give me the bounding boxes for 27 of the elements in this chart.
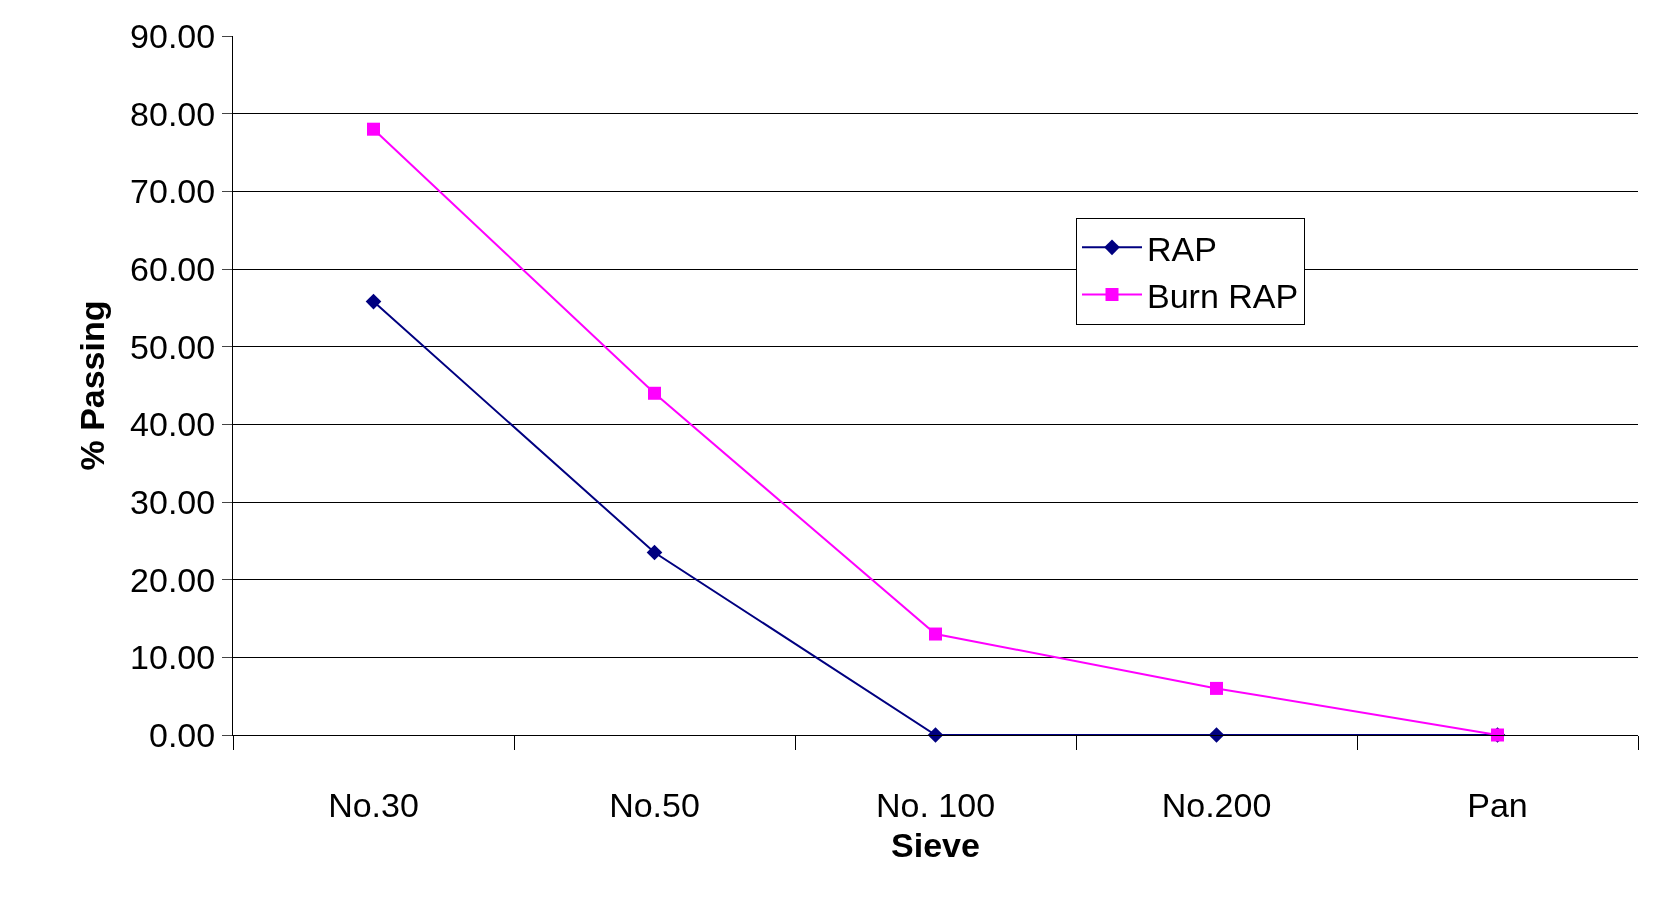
- legend-label: RAP: [1147, 229, 1217, 268]
- point: [365, 293, 382, 310]
- y-tick-label: 90.00: [130, 16, 216, 55]
- point: [648, 386, 661, 400]
- y-tick-label: 0.00: [149, 715, 216, 754]
- x-tick-label: No.50: [609, 785, 700, 824]
- point: [1210, 681, 1223, 695]
- x-tick-label: Pan: [1467, 785, 1528, 824]
- y-axis-title: % Passing: [72, 300, 111, 471]
- x-tick-label: No. 100: [875, 785, 996, 824]
- y-tick-label: 10.00: [130, 638, 216, 677]
- y-tick-label: 20.00: [130, 560, 216, 599]
- point: [929, 627, 942, 641]
- y-tick-label: 60.00: [130, 249, 216, 288]
- point: [367, 122, 380, 136]
- y-tick-label: 40.00: [130, 405, 216, 444]
- point: [1208, 727, 1225, 743]
- point: [646, 544, 663, 561]
- x-axis-title: Sieve: [891, 826, 980, 865]
- x-tick-label: No.30: [328, 785, 419, 824]
- y-tick-label: 30.00: [130, 482, 216, 521]
- y-tick-label: 70.00: [130, 172, 216, 211]
- y-tick-label: 50.00: [130, 327, 216, 366]
- y-tick-label: 80.00: [130, 94, 216, 133]
- x-tick-label: No.200: [1161, 785, 1272, 824]
- point: [927, 727, 944, 743]
- legend-label: Burn RAP: [1147, 276, 1299, 315]
